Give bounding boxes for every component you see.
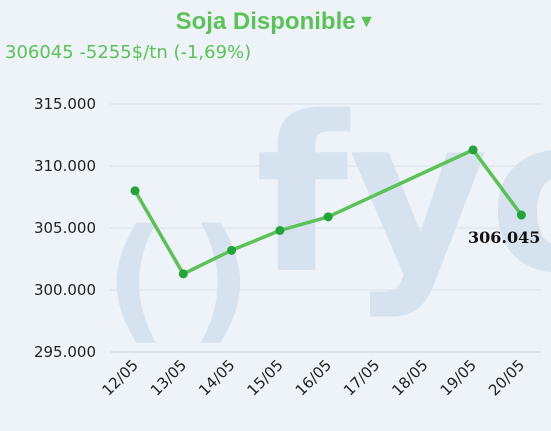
x-tick-label: 12/05 bbox=[99, 356, 142, 399]
watermark-wordmark: fyo bbox=[255, 70, 551, 321]
x-tick-label: 13/05 bbox=[147, 356, 190, 399]
chart-title-text: Soja Disponible bbox=[175, 8, 356, 35]
y-tick-label: 310.000 bbox=[34, 157, 96, 175]
data-point bbox=[468, 145, 478, 155]
data-point bbox=[275, 225, 285, 235]
data-point-markers bbox=[130, 145, 526, 279]
watermark-logo: ( ) fyo bbox=[105, 70, 551, 357]
chart-title: Soja Disponible ▼ bbox=[0, 8, 551, 36]
x-tick-label: 15/05 bbox=[243, 356, 286, 399]
x-tick-label: 14/05 bbox=[195, 356, 238, 399]
x-tick-label: 16/05 bbox=[292, 356, 335, 399]
y-tick-label: 315.000 bbox=[34, 95, 96, 113]
price-quote: 306045 -5255$/tn (-1,69%) bbox=[5, 42, 252, 63]
y-tick-label: 305.000 bbox=[34, 219, 96, 237]
watermark-paren-close: ) bbox=[190, 200, 252, 357]
x-tick-label: 18/05 bbox=[388, 356, 431, 399]
y-tick-label: 295.000 bbox=[34, 343, 96, 361]
y-tick-label: 300.000 bbox=[34, 281, 96, 299]
y-axis-tick-labels: 295.000 300.000 305.000 310.000 315.000 bbox=[34, 95, 96, 361]
data-point bbox=[178, 269, 188, 279]
x-tick-label: 19/05 bbox=[437, 356, 480, 399]
x-tick-label: 20/05 bbox=[485, 356, 528, 399]
x-tick-label: 17/05 bbox=[340, 356, 383, 399]
data-point bbox=[323, 212, 333, 222]
trend-down-icon: ▼ bbox=[357, 11, 376, 31]
y-gridlines bbox=[110, 103, 541, 353]
data-point bbox=[227, 245, 237, 255]
data-point bbox=[516, 210, 526, 220]
last-value-label: 306.045 bbox=[468, 228, 540, 247]
data-point bbox=[130, 186, 140, 196]
watermark-paren-open: ( bbox=[105, 200, 167, 357]
x-axis-tick-labels: 12/05 13/05 14/05 15/05 16/05 17/05 18/05 19/05… bbox=[99, 356, 529, 399]
